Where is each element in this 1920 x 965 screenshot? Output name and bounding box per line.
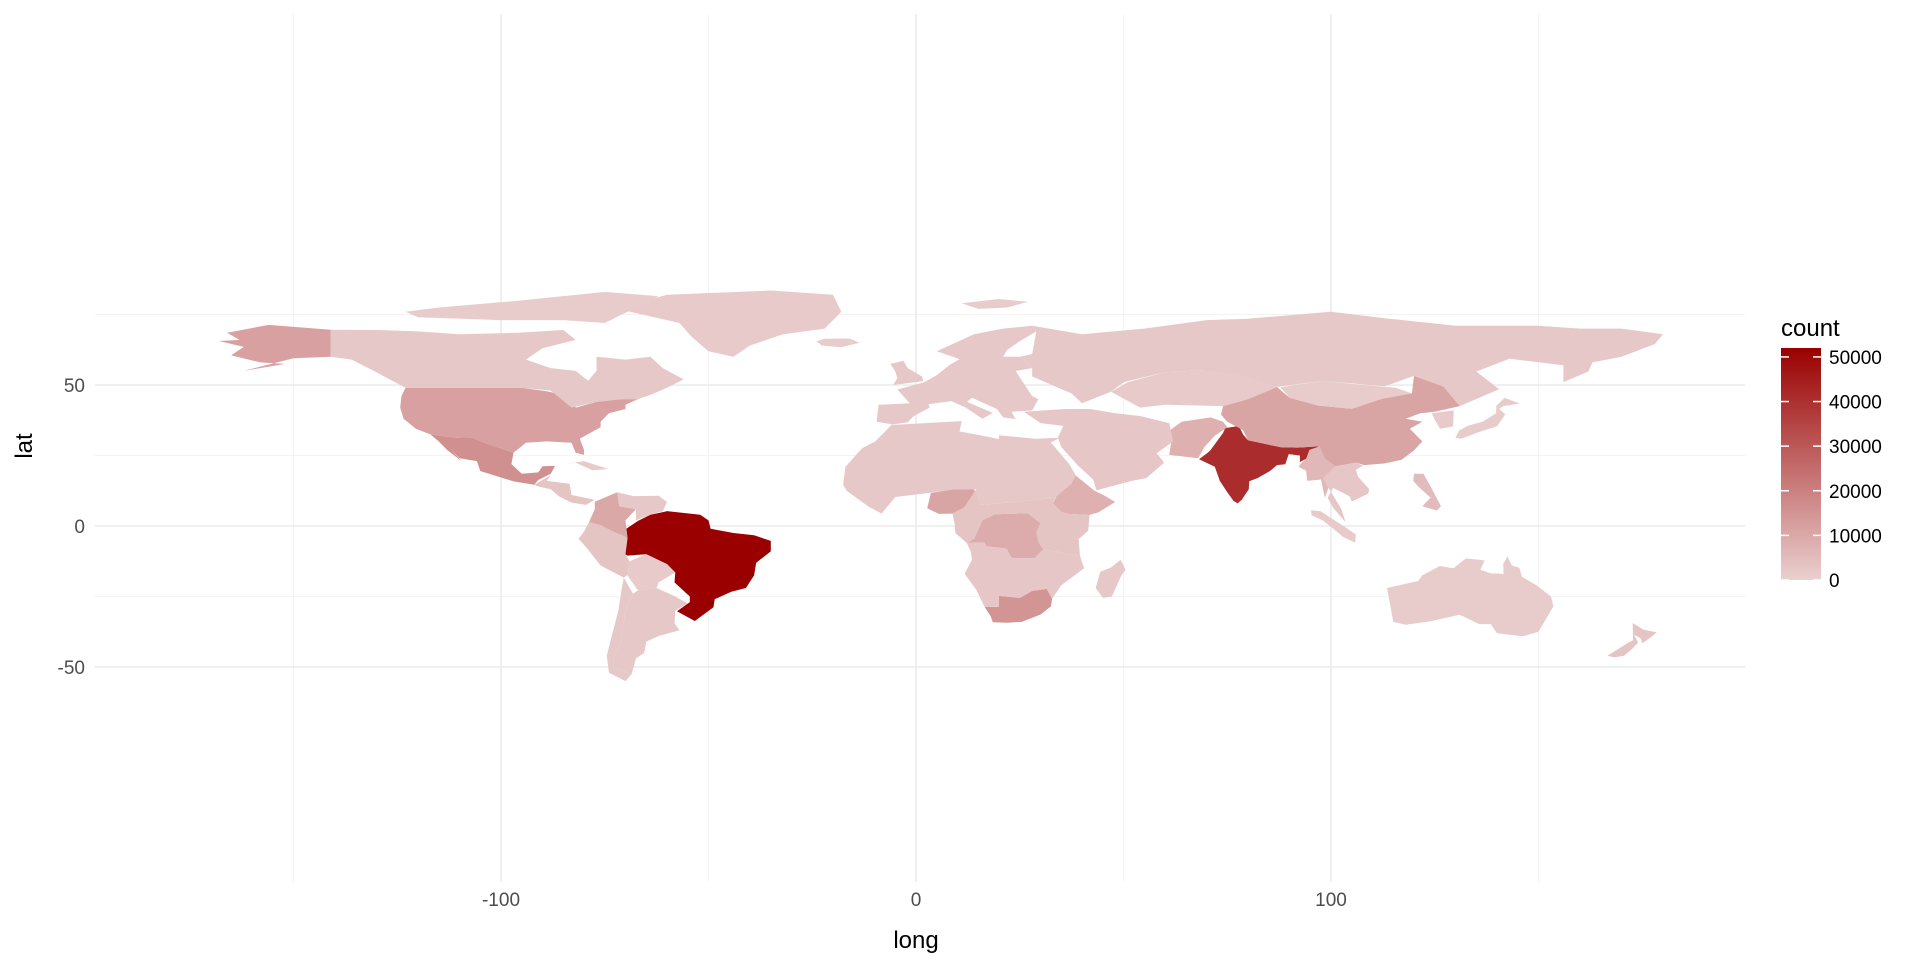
country-australia	[1387, 556, 1554, 637]
country-iceland	[816, 338, 860, 348]
country-north-africa	[843, 421, 1076, 514]
legend: count 0 10000 20000 30000 40000 50000	[1781, 315, 1882, 592]
country-caribbean	[563, 461, 609, 471]
country-brazil	[611, 511, 771, 621]
country-philippines	[1413, 473, 1441, 511]
legend-break-label: 0	[1829, 571, 1840, 592]
country-mongolia	[1280, 380, 1412, 409]
country-pakistan	[1168, 417, 1228, 459]
legend-break-label: 30000	[1829, 437, 1882, 458]
x-axis-title: long	[893, 927, 938, 954]
legend-break-label: 40000	[1829, 393, 1882, 414]
country-indonesia	[1311, 510, 1356, 543]
y-tick-label: -50	[58, 658, 85, 679]
legend-title: count	[1781, 315, 1840, 342]
country-dr-congo	[966, 513, 1044, 559]
country-venezuela	[617, 492, 667, 521]
country-japan	[1455, 397, 1520, 439]
x-tick-label: -100	[482, 890, 520, 911]
legend-break-label: 10000	[1829, 526, 1882, 547]
x-tick-label: 0	[911, 890, 922, 911]
country-svalbard	[961, 299, 1028, 309]
country-central-africa	[952, 489, 1090, 556]
country-russia	[1019, 311, 1663, 407]
country-southeast-asia	[1323, 462, 1370, 523]
country-south-africa	[984, 588, 1053, 623]
country-nigeria	[927, 489, 977, 514]
country-middle-east	[1023, 409, 1174, 491]
country-madagascar	[1095, 559, 1126, 598]
country-new-zealand	[1607, 623, 1657, 658]
legend-colorbar	[1781, 348, 1821, 580]
country-united-states	[400, 387, 638, 455]
country-mexico	[430, 434, 555, 485]
country-southern-africa	[964, 542, 1085, 607]
legend-breaks: 0 10000 20000 30000 40000 50000	[1781, 348, 1882, 592]
y-tick-label: 0	[74, 517, 85, 538]
country-arctic-islands	[405, 291, 659, 323]
y-axis-ticks: -50 0 50	[58, 376, 85, 679]
legend-break-label: 20000	[1829, 482, 1882, 503]
country-central-america	[534, 475, 595, 505]
country-united-kingdom	[890, 360, 924, 385]
country-bolivia	[627, 554, 676, 591]
country-alaska	[218, 324, 331, 371]
country-peru	[578, 522, 630, 578]
country-chile	[606, 577, 633, 682]
y-tick-label: 50	[64, 376, 85, 397]
country-india	[1199, 425, 1320, 504]
legend-break-label: 50000	[1829, 348, 1882, 369]
country-kazakhstan	[1111, 370, 1277, 408]
x-tick-label: 100	[1315, 890, 1347, 911]
country-polygons	[218, 290, 1663, 682]
country-europe	[876, 325, 1039, 425]
country-argentina	[613, 588, 688, 674]
country-korea	[1431, 410, 1454, 429]
x-axis-ticks: -100 0 100	[482, 890, 1347, 911]
country-greenland	[617, 290, 842, 357]
country-colombia	[589, 492, 636, 538]
country-myanmar	[1298, 446, 1336, 498]
y-axis-title: lat	[11, 433, 38, 459]
country-canada	[330, 329, 684, 408]
country-china	[1221, 375, 1477, 467]
